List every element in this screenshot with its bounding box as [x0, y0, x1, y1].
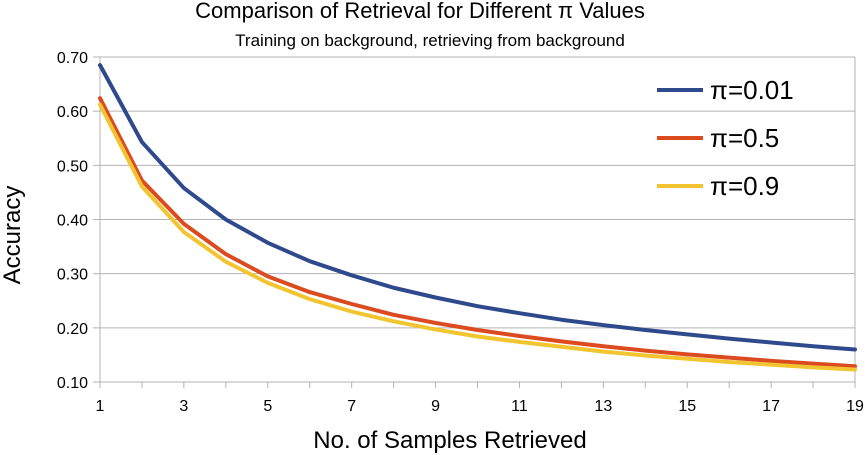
chart-title: Comparison of Retrieval for Different π …	[195, 0, 645, 23]
chart-subtitle: Training on background, retrieving from …	[235, 31, 625, 50]
y-tick-label: 0.20	[57, 321, 88, 338]
grid-lines	[93, 56, 855, 383]
y-tick-labels: 0.10 0.20 0.30 0.40 0.50 0.60 0.70	[57, 50, 88, 392]
legend: π=0.01 π=0.5 π=0.9	[657, 75, 794, 201]
x-tick-label: 17	[762, 398, 780, 415]
legend-label: π=0.5	[710, 123, 779, 153]
axes	[99, 57, 856, 388]
series-line	[98, 96, 857, 369]
y-tick-label: 0.60	[57, 104, 88, 121]
legend-label: π=0.9	[710, 171, 779, 201]
x-tick-label: 11	[511, 398, 528, 415]
x-tick-label: 1	[96, 398, 105, 415]
y-tick-label: 0.50	[57, 158, 88, 175]
series-line	[98, 63, 857, 352]
y-tick-label: 0.40	[57, 213, 88, 230]
legend-label: π=0.01	[710, 75, 794, 105]
y-tick-label: 0.30	[57, 267, 88, 284]
series-lines	[98, 63, 857, 372]
x-tick-labels: 1 3 5 7 9 11 13 15 17 19	[96, 398, 864, 415]
y-tick-label: 0.10	[57, 375, 88, 392]
x-tick-label: 13	[594, 398, 612, 415]
x-tick-label: 3	[179, 398, 188, 415]
x-axis-label: No. of Samples Retrieved	[313, 427, 586, 454]
y-tick-label: 0.70	[57, 50, 88, 67]
x-tick-label: 15	[678, 398, 696, 415]
x-tick-label: 7	[347, 398, 356, 415]
y-axis-label: Accuracy	[0, 186, 26, 285]
x-tick-label: 9	[431, 398, 440, 415]
x-tick-label: 19	[846, 398, 864, 415]
series-line	[98, 102, 857, 372]
x-tick-label: 5	[263, 398, 272, 415]
